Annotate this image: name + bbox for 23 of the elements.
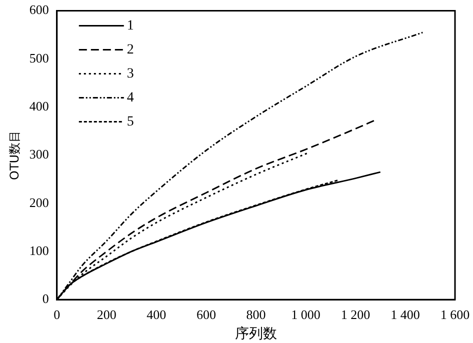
legend-label: 2: [126, 42, 134, 58]
x-tick-label: 600: [196, 306, 216, 322]
y-tick-label: 100: [29, 242, 49, 258]
y-tick-label: 300: [29, 146, 49, 162]
y-tick-label: 0: [42, 291, 49, 306]
x-tick-label: 1 200: [340, 306, 370, 322]
legend-label: 1: [126, 18, 134, 34]
y-tick-label: 600: [29, 2, 49, 18]
x-tick-label: 1 400: [390, 306, 420, 322]
x-tick-label: 800: [246, 306, 266, 322]
y-tick-label: 200: [29, 194, 49, 210]
x-tick-label: 0: [54, 306, 60, 322]
legend-label: 4: [126, 90, 134, 106]
x-tick-label: 400: [146, 306, 166, 322]
x-tick-label: 1 000: [291, 306, 320, 322]
x-tick-label: 1 600: [440, 306, 470, 322]
y-tick-label: 400: [29, 98, 49, 114]
x-tick-label: 200: [96, 306, 116, 322]
y-tick-label: 500: [29, 50, 49, 66]
y-axis-title: OTU数目: [7, 130, 22, 180]
x-axis-title: 序列数: [234, 326, 277, 342]
legend-label: 5: [126, 114, 134, 130]
legend-label: 3: [126, 66, 134, 82]
